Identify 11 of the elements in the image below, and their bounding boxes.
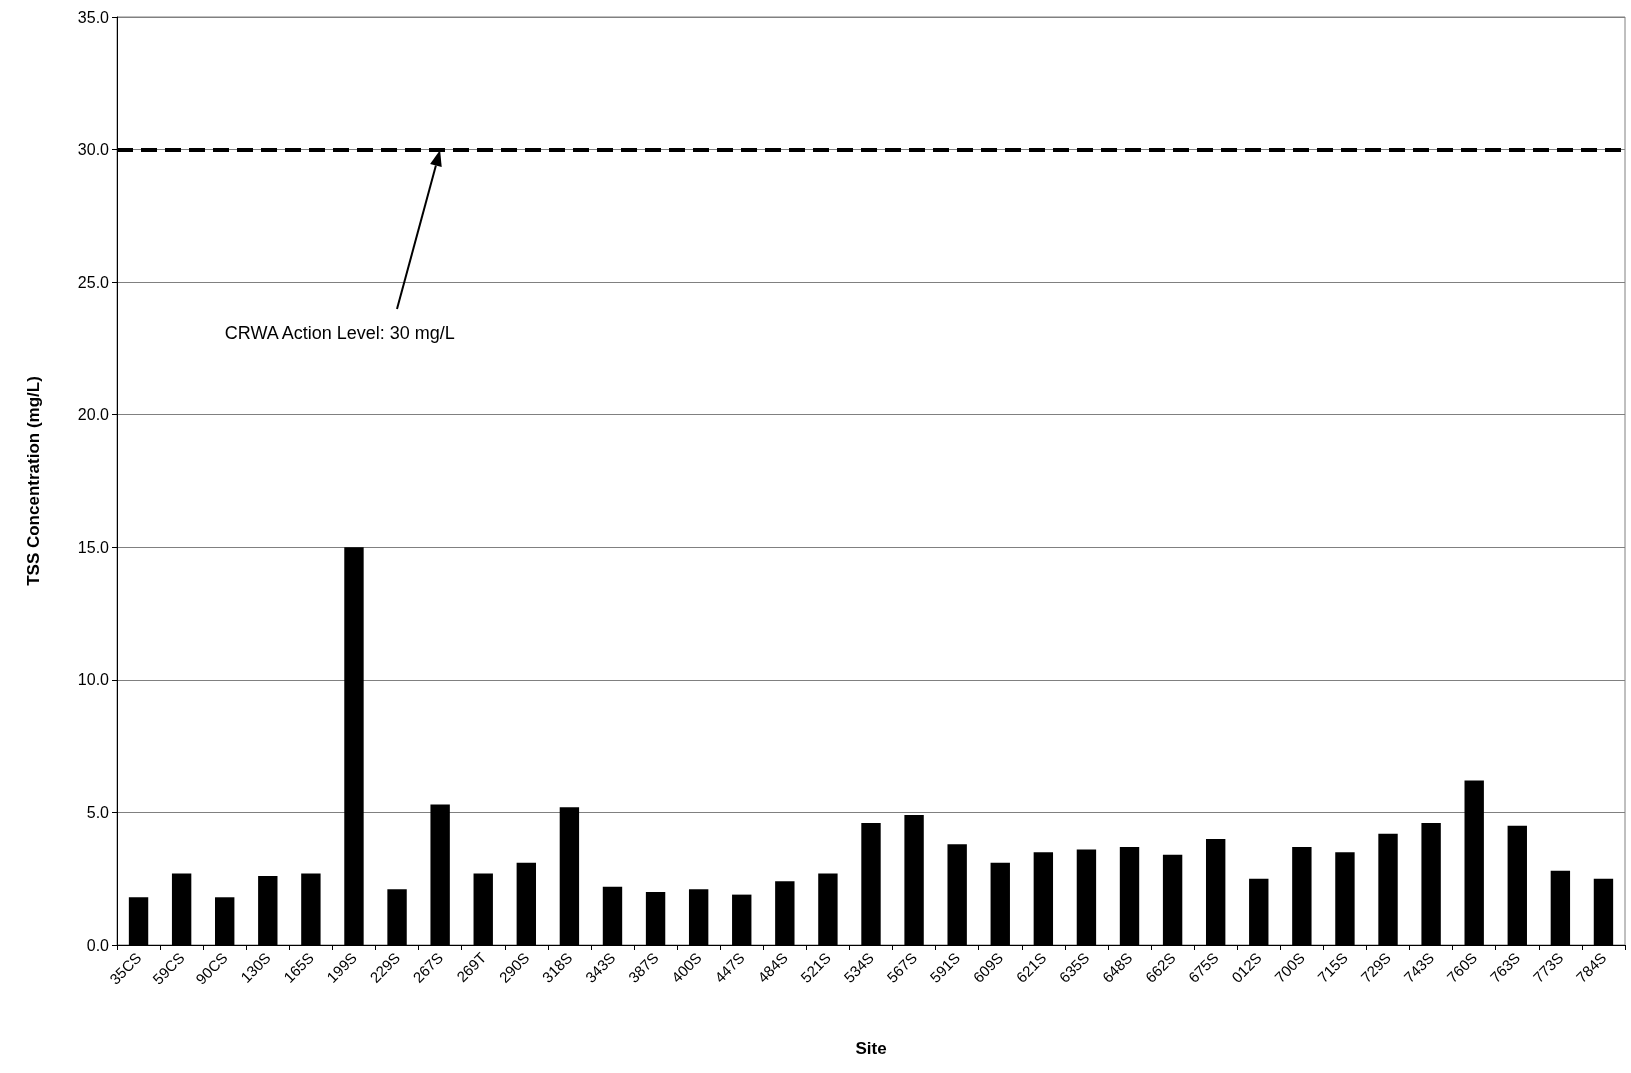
x-axis-title: Site (855, 1039, 887, 1058)
y-tick-label: 5.0 (86, 803, 110, 821)
y-tick-label: 10.0 (77, 671, 110, 689)
y-tick-label: 15.0 (77, 538, 110, 556)
y-tick-label: 35.0 (77, 8, 110, 26)
y-tick-label: 30.0 (77, 141, 110, 159)
y-tick-label: 25.0 (77, 273, 110, 291)
y-axis-title: TSS Concentration (mg/L) (24, 376, 43, 586)
y-tick-label: 0.0 (86, 936, 110, 954)
y-tick-label: 20.0 (77, 406, 110, 424)
ref-line-label: CRWA Action Level: 30 mg/L (224, 322, 455, 343)
